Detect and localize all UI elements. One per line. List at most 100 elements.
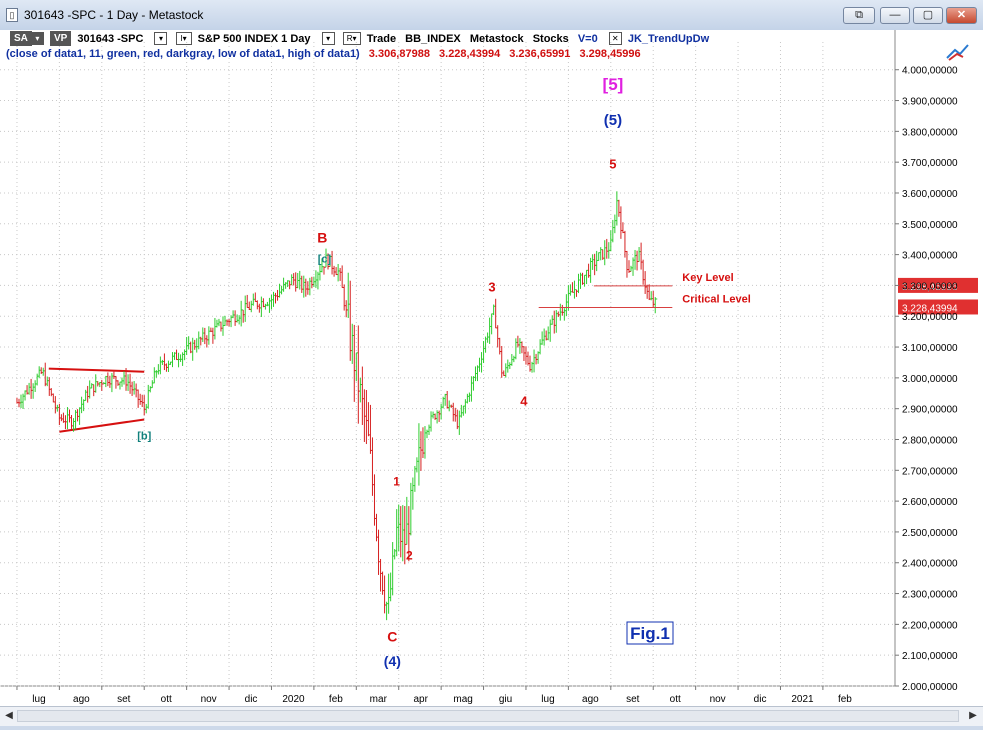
x-tick-label: lug — [32, 694, 45, 705]
x-tick-label: 2021 — [791, 694, 814, 705]
wave-labels: B [c] [b] 1 2 C (4) 3 4 5 (5) [5] — [137, 75, 623, 669]
wave-label: 4 — [520, 394, 528, 409]
y-tick-label: 3.700,00000 — [902, 158, 958, 169]
wave-label: B — [317, 229, 327, 245]
level-label: Critical Level — [682, 293, 750, 305]
security-label: S&P 500 INDEX 1 Day — [197, 32, 311, 45]
y-tick-label: 3.300,00000 — [902, 281, 958, 292]
price-bar — [83, 399, 86, 412]
chart-toolbar: SA ▾ VP 301643 -SPC ▾ I▾ S&P 500 INDEX 1 … — [10, 31, 715, 47]
x-tick-label: nov — [710, 694, 726, 705]
interval-icon[interactable]: I▾ — [175, 32, 192, 45]
price-bar — [159, 356, 163, 375]
y-axis-panel — [895, 30, 983, 706]
price-bar — [101, 379, 104, 391]
y-tick-label: 2.200,00000 — [902, 620, 958, 631]
y-tick-label: 2.700,00000 — [902, 466, 958, 477]
security-dropdown-icon[interactable]: ▾ — [321, 32, 335, 45]
volume-label: V=0 — [577, 32, 598, 45]
y-tick-label: 3.600,00000 — [902, 189, 958, 200]
scroll-right-icon[interactable]: ▶ — [969, 710, 977, 721]
source-label: Metastock — [469, 32, 524, 45]
x-tick-label: set — [626, 694, 640, 705]
triangle-line — [48, 367, 145, 373]
price-bar — [495, 298, 498, 329]
y-tick-label: 2.500,00000 — [902, 528, 958, 539]
y-tick-label: 3.400,00000 — [902, 251, 958, 262]
symbol-label: 301643 -SPC — [77, 32, 144, 45]
price-bar — [323, 266, 326, 275]
wave-label: [b] — [137, 430, 151, 442]
x-tick-label: ago — [582, 694, 599, 705]
maximize-button[interactable]: ▢ — [913, 7, 943, 24]
x-tick-label: mag — [453, 694, 472, 705]
y-tick-label: 2.300,00000 — [902, 590, 958, 601]
symbol-dropdown-icon[interactable]: ▾ — [154, 32, 168, 45]
level-price-tag — [898, 299, 978, 315]
window-title: 301643 -SPC - 1 Day - Metastock — [24, 8, 204, 22]
chart-area[interactable]: Key Level 3.298,45996 Critical Level 3.228,… — [0, 30, 983, 710]
wave-label: 3 — [488, 280, 495, 295]
x-tick-label: lug — [541, 694, 554, 705]
trade-label[interactable]: Trade — [366, 32, 397, 45]
x-tick-label: 2020 — [282, 694, 305, 705]
param-value: 3.236,65991 — [509, 48, 571, 60]
price-bars — [16, 191, 658, 621]
x-tick-label: ott — [161, 694, 172, 705]
y-tick-label: 2.100,00000 — [902, 651, 958, 662]
y-tick-label: 3.000,00000 — [902, 374, 958, 385]
y-tick-label: 2.600,00000 — [902, 497, 958, 508]
index-label: BB_INDEX — [405, 32, 461, 45]
y-tick-label: 3.200,00000 — [902, 312, 958, 323]
sa-button[interactable]: SA — [10, 31, 32, 46]
scroll-left-icon[interactable]: ◀ — [5, 710, 13, 721]
wave-label: (5) — [604, 112, 622, 129]
x-axis-ticks: lug ago set ott nov dic 2020 feb mar apr mag giu lug… — [16, 686, 852, 705]
title-bar: ▯ 301643 -SPC - 1 Day - Metastock ⧉ — ▢ … — [0, 0, 983, 31]
y-tick-label: 3.500,00000 — [902, 220, 958, 231]
y-tick-label: 3.800,00000 — [902, 127, 958, 138]
indicator-params: (close of data1, 11, green, red, darkgra… — [6, 48, 641, 60]
wave-label: 5 — [609, 156, 616, 171]
level-price-label: 3.298,45996 — [902, 282, 958, 293]
wave-label: [c] — [318, 253, 332, 265]
wave-label: (4) — [384, 653, 401, 669]
sa-dropdown-icon[interactable]: ▾ — [30, 32, 44, 45]
level-price-label: 3.228,43994 — [902, 303, 958, 314]
wave-label: 1 — [393, 475, 400, 489]
vp-button[interactable]: VP — [49, 31, 72, 46]
close-button[interactable]: ✕ — [946, 7, 977, 24]
wave-label: C — [387, 628, 397, 644]
y-axis-ticks: 2.000,00000 2.100,00000 2.200,00000 2.300,0… — [895, 66, 958, 693]
minimize-button[interactable]: — — [880, 7, 910, 24]
level-label: Key Level — [682, 272, 733, 284]
x-tick-label: apr — [413, 694, 428, 705]
x-tick-label: feb — [838, 694, 852, 705]
level-price-tag — [898, 277, 978, 293]
param-value: 3.306,87988 — [368, 48, 430, 60]
price-bar — [254, 292, 258, 303]
scroll-thumb[interactable] — [17, 710, 959, 722]
price-bar — [654, 297, 658, 314]
chart-tools-icon[interactable] — [945, 40, 971, 62]
y-tick-label: 2.900,00000 — [902, 405, 958, 416]
y-tick-label: 4.000,00000 — [902, 66, 958, 77]
restore-layout-button[interactable]: ⧉ — [843, 7, 875, 24]
param-value: 3.298,45996 — [579, 48, 641, 60]
price-bar — [341, 265, 345, 289]
x-tick-label: feb — [329, 694, 343, 705]
indicator-label[interactable]: JK_TrendUpDw — [627, 32, 710, 45]
price-chart[interactable]: Key Level 3.298,45996 Critical Level 3.228,… — [0, 30, 983, 706]
y-tick-label: 2.800,00000 — [902, 435, 958, 446]
figure-label-box: Fig.1 — [626, 621, 674, 645]
status-strip — [0, 726, 983, 730]
y-tick-label: 2.000,00000 — [902, 682, 958, 693]
y-tick-label: 3.100,00000 — [902, 343, 958, 354]
wave-label: [5] — [603, 75, 624, 94]
horizontal-scrollbar[interactable]: ◀ ▶ — [0, 706, 983, 727]
chart-window-icon: ▯ — [6, 8, 18, 22]
type-label: Stocks — [532, 32, 569, 45]
remove-indicator-icon[interactable]: ✕ — [608, 32, 622, 45]
wave-label: 2 — [406, 549, 413, 563]
r-button[interactable]: R▾ — [342, 32, 361, 45]
